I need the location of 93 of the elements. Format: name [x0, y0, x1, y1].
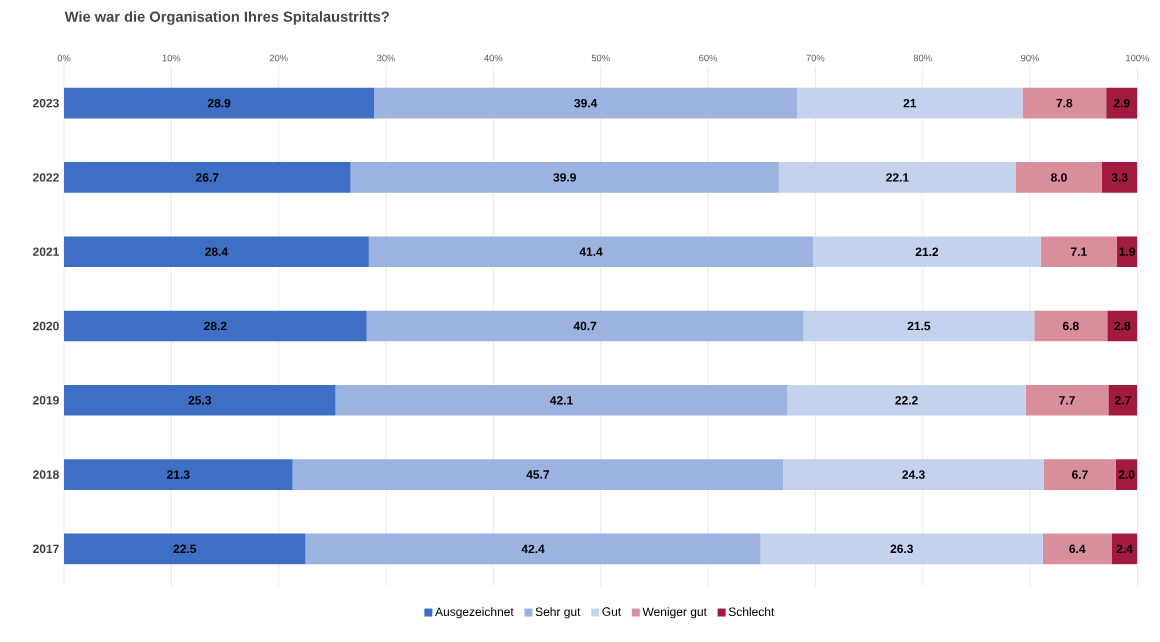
data-label: 45.7 [526, 470, 550, 479]
bar [1016, 162, 1102, 193]
legend-label: Sehr gut [535, 607, 581, 619]
data-label: 39.9 [553, 173, 576, 182]
legend-label: Weniger gut [642, 607, 707, 619]
bar [797, 87, 1023, 119]
x-tick-label: 50% [591, 54, 610, 62]
data-label: 7.1 [1071, 247, 1087, 256]
bar [1115, 459, 1138, 490]
bar [64, 533, 306, 565]
bar [783, 459, 1044, 490]
bar [803, 310, 1035, 342]
data-label: 39.4 [574, 98, 598, 108]
bar [1107, 310, 1138, 342]
data-label: 22.1 [886, 173, 909, 182]
y-tick-label: 2021 [33, 247, 59, 256]
bar [1022, 87, 1107, 119]
data-label: 42.4 [521, 544, 545, 554]
data-label: 41.4 [579, 247, 603, 256]
data-label: 2.4 [1116, 544, 1133, 554]
bar [64, 459, 293, 490]
data-label: 2.8 [1114, 321, 1131, 331]
x-tick-label: 0% [57, 54, 71, 62]
data-label: 6.8 [1062, 321, 1079, 331]
data-label: 25.3 [188, 396, 212, 405]
data-label: 22.5 [173, 544, 197, 554]
chart-title: Wie war die Organisation Ihres Spitalaustritts? [64, 11, 389, 25]
data-label: 2.9 [1113, 98, 1130, 108]
legend-label: Ausgezeichnet [435, 607, 514, 619]
x-tick-label: 30% [377, 54, 396, 62]
y-tick-label: 2020 [33, 321, 59, 331]
bar [760, 533, 1043, 565]
data-label: 21.3 [167, 470, 190, 479]
x-tick-label: 100% [1126, 54, 1149, 62]
bar [366, 310, 804, 342]
bar [1106, 87, 1138, 119]
data-label: 40.7 [573, 321, 597, 331]
y-tick-label: 2023 [33, 98, 59, 108]
bar [1040, 236, 1117, 268]
bar [64, 384, 336, 416]
bar [1116, 236, 1138, 268]
data-label: 28.9 [207, 98, 231, 108]
data-label: 28.4 [205, 247, 229, 256]
bar [64, 236, 369, 268]
y-tick-label: 2022 [33, 173, 59, 182]
bar [374, 87, 798, 119]
data-label: 2.0 [1118, 470, 1135, 479]
bar [368, 236, 814, 268]
y-tick-label: 2018 [33, 470, 59, 479]
bar [1042, 533, 1112, 565]
bar [1108, 384, 1138, 416]
data-label: 6.4 [1069, 544, 1086, 554]
x-tick-label: 40% [484, 54, 503, 62]
data-label: 21.2 [915, 247, 939, 256]
y-tick-label: 2019 [33, 396, 59, 405]
x-tick-label: 80% [913, 54, 932, 62]
legend-label: Gut [602, 607, 622, 616]
bar [64, 87, 375, 119]
data-label: 28.2 [204, 321, 227, 331]
bar [64, 162, 351, 193]
data-label: 21.5 [907, 321, 931, 331]
bar [292, 459, 784, 490]
data-label: 1.9 [1119, 247, 1136, 256]
bar [305, 533, 761, 565]
data-label: 22.2 [895, 396, 918, 405]
bar [350, 162, 779, 193]
data-label: 26.7 [196, 173, 219, 182]
bar [64, 310, 367, 342]
x-tick-label: 10% [162, 54, 181, 62]
data-label: 21 [903, 98, 917, 108]
data-label: 42.1 [550, 396, 573, 405]
bar [1034, 310, 1108, 342]
data-label: 24.3 [902, 470, 925, 479]
bar [778, 162, 1017, 193]
x-tick-label: 20% [269, 54, 288, 62]
bar [1043, 459, 1116, 490]
bar [335, 384, 788, 416]
x-tick-label: 90% [1021, 54, 1040, 62]
x-tick-label: 60% [699, 54, 718, 62]
data-label: 6.7 [1072, 470, 1088, 479]
data-label: 2.7 [1114, 396, 1131, 405]
data-label: 3.3 [1111, 173, 1128, 182]
bar [787, 384, 1026, 416]
x-tick-label: 70% [806, 54, 825, 62]
data-label: 8.0 [1051, 173, 1067, 182]
data-label: 7.7 [1059, 396, 1075, 405]
data-label: 26.3 [890, 544, 913, 554]
bar [813, 236, 1041, 268]
data-label: 7.8 [1056, 98, 1073, 108]
legend-label: Schlecht [728, 607, 775, 617]
y-tick-label: 2017 [33, 544, 59, 554]
bar [1101, 162, 1138, 193]
bar [1025, 384, 1109, 416]
